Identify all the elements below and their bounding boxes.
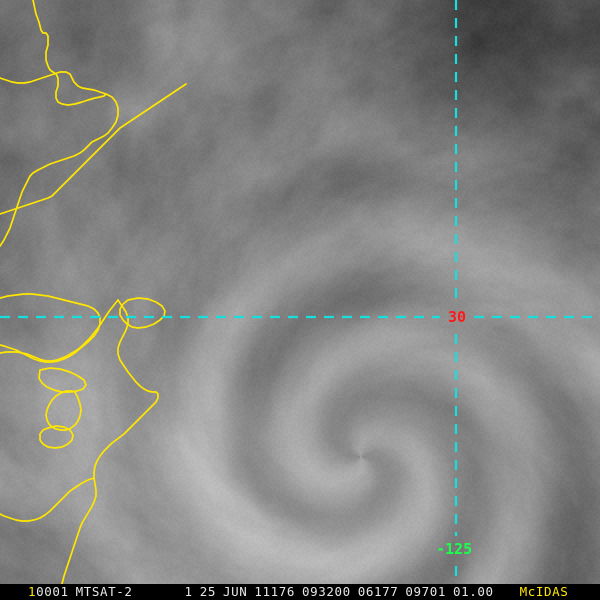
frame-number: 1 (28, 584, 37, 599)
element-coordinate: 09701 (405, 584, 447, 599)
software-name: McIDAS (519, 584, 569, 599)
satellite-image-viewport[interactable] (0, 0, 600, 584)
resolution-value: 01.00 (453, 584, 494, 599)
month-name: JUN (222, 584, 248, 599)
time-utc: 093200 (301, 584, 351, 599)
line-coordinate: 06177 (357, 584, 399, 599)
satellite-name: MTSAT-2 (75, 584, 133, 599)
latitude-label: 30 (448, 308, 467, 326)
band-number: 1 (184, 584, 193, 599)
julian-date: 11176 (254, 584, 295, 599)
mcidas-status-bar: 1 0001 MTSAT-2 1 25 JUN 11176 093200 061… (0, 584, 600, 600)
day-of-month: 25 (199, 584, 216, 599)
image-id: 0001 (36, 584, 69, 599)
satellite-image-canvas[interactable] (0, 0, 600, 584)
longitude-label: -125 (436, 540, 473, 558)
